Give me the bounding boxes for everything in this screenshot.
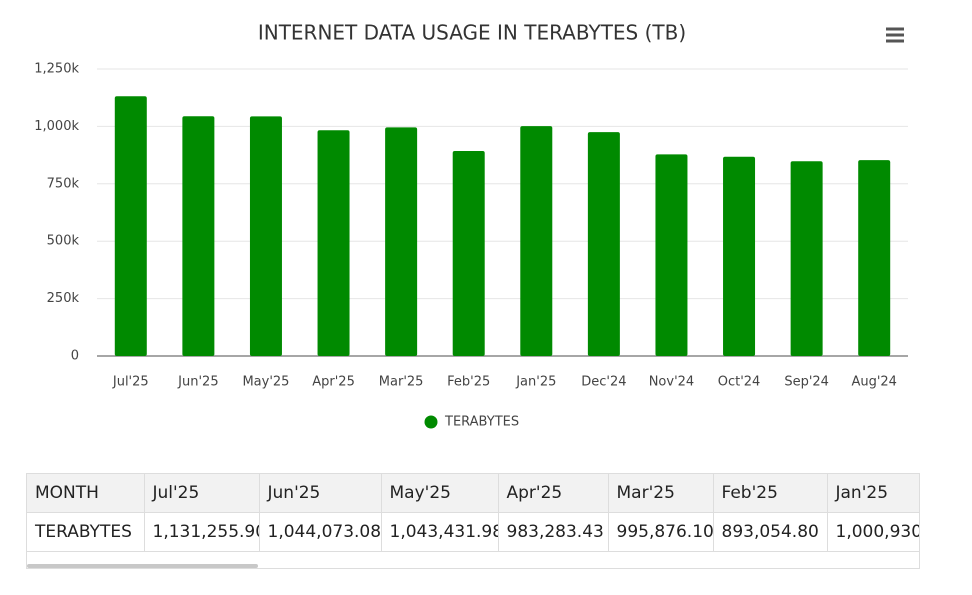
cell: 995,876.10 bbox=[608, 512, 714, 552]
x-tick-label: Sep'24 bbox=[784, 375, 829, 390]
legend-label: TERABYTES bbox=[444, 415, 519, 430]
bar bbox=[723, 156, 756, 356]
x-tick-label: Jun'25 bbox=[177, 375, 218, 390]
x-tick-label: Nov'24 bbox=[649, 375, 695, 390]
header-cell: Feb'25 bbox=[713, 474, 828, 513]
scrollbar[interactable] bbox=[27, 564, 258, 568]
table-row: MONTH Jul'25 Jun'25 May'25 Apr'25 Mar'25 Feb'2… bbox=[27, 474, 919, 513]
cell: 1,000,930. bbox=[827, 512, 919, 552]
table-row: TERABYTES 1,131,255.90 1,044,073.08 1,043,4… bbox=[27, 512, 919, 552]
cell: TERABYTES bbox=[27, 512, 145, 552]
cell: 1,131,255.90 bbox=[144, 512, 260, 552]
cell: 983,283.43 bbox=[498, 512, 609, 552]
chart: INTERNET DATA USAGE IN TERABYTES (TB) 0 2… bbox=[34, 21, 908, 430]
x-tick-label: Dec'24 bbox=[581, 375, 626, 390]
y-tick-label: 750k bbox=[47, 176, 80, 191]
header-cell: Apr'25 bbox=[498, 474, 609, 513]
header-cell: May'25 bbox=[381, 474, 499, 513]
bar bbox=[114, 96, 147, 357]
bar bbox=[452, 150, 485, 356]
bar bbox=[858, 160, 891, 356]
x-tick-label: May'25 bbox=[242, 375, 289, 390]
bar bbox=[385, 127, 418, 356]
y-tick-label: 1,250k bbox=[34, 62, 79, 77]
x-tick-label: Feb'25 bbox=[447, 375, 490, 390]
data-table: MONTH Jul'25 Jun'25 May'25 Apr'25 Mar'25 Feb'2… bbox=[26, 473, 920, 569]
x-tick-label: Oct'24 bbox=[718, 375, 761, 390]
table: MONTH Jul'25 Jun'25 May'25 Apr'25 Mar'25 Feb'2… bbox=[27, 474, 919, 552]
bar bbox=[790, 161, 823, 356]
bar bbox=[249, 116, 282, 357]
chart-title: INTERNET DATA USAGE IN TERABYTES (TB) bbox=[258, 21, 686, 45]
y-tick-label: 0 bbox=[71, 349, 79, 364]
x-tick-label: Aug'24 bbox=[851, 375, 897, 390]
bar bbox=[587, 132, 620, 356]
bar bbox=[182, 116, 215, 356]
cell: 1,043,431.98 bbox=[381, 512, 499, 552]
header-cell: Jul'25 bbox=[144, 474, 260, 513]
header-cell: Jun'25 bbox=[259, 474, 382, 513]
x-tick-label: Jan'25 bbox=[515, 375, 556, 390]
header-cell: MONTH bbox=[27, 474, 145, 513]
header-cell: Mar'25 bbox=[608, 474, 714, 513]
bar bbox=[655, 154, 688, 356]
y-tick-label: 250k bbox=[47, 291, 80, 306]
cell: 1,044,073.08 bbox=[259, 512, 382, 552]
legend-marker bbox=[424, 415, 438, 429]
x-tick-label: Mar'25 bbox=[379, 375, 424, 390]
bar bbox=[317, 130, 350, 356]
header-cell: Jan'25 bbox=[827, 474, 919, 513]
bar bbox=[520, 126, 553, 357]
cell: 893,054.80 bbox=[713, 512, 828, 552]
x-tick-label: Apr'25 bbox=[312, 375, 355, 390]
menu-icon[interactable] bbox=[886, 27, 904, 43]
y-tick-label: 500k bbox=[47, 234, 80, 249]
y-tick-label: 1,000k bbox=[34, 119, 79, 134]
x-tick-label: Jul'25 bbox=[112, 375, 149, 390]
